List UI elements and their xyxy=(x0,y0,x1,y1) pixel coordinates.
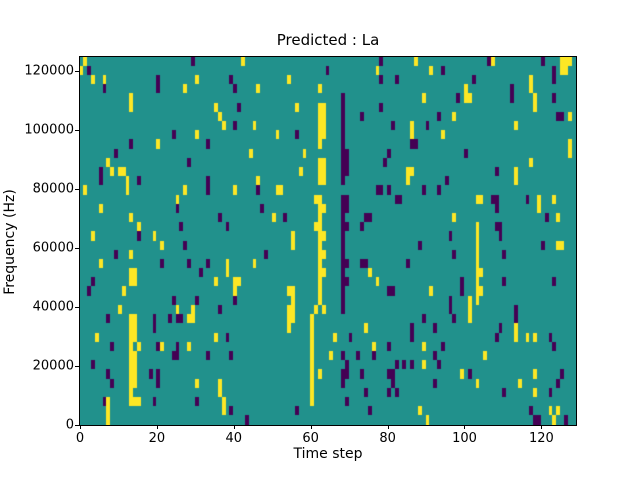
y-tick-label: 100000 xyxy=(24,122,74,138)
y-tick-label: 20000 xyxy=(32,358,74,374)
x-tick-mark xyxy=(310,425,312,429)
x-tick-label: 100 xyxy=(452,431,477,446)
chart-title: Predicted : La xyxy=(276,31,380,49)
y-tick-label: 60000 xyxy=(32,240,74,256)
x-tick-mark xyxy=(387,425,389,429)
y-tick-mark xyxy=(75,366,79,368)
y-tick-mark xyxy=(75,189,79,191)
x-tick-mark xyxy=(156,425,158,429)
x-tick-label: 120 xyxy=(528,431,554,446)
x-tick-mark xyxy=(464,425,466,429)
x-tick-label: 80 xyxy=(379,431,396,446)
y-tick-label: 40000 xyxy=(32,299,74,315)
y-tick-label: 120000 xyxy=(24,63,74,79)
x-tick-mark xyxy=(541,425,543,429)
x-axis-label: Time step xyxy=(293,446,363,462)
y-tick-mark xyxy=(75,307,79,309)
y-tick-mark xyxy=(75,71,79,73)
plot-area xyxy=(79,56,577,426)
y-tick-label: 0 xyxy=(65,417,74,433)
y-tick-mark xyxy=(75,248,79,250)
x-tick-label: 40 xyxy=(225,431,243,446)
y-tick-mark xyxy=(75,425,79,426)
x-tick-label: 20 xyxy=(148,431,166,446)
x-tick-label: 0 xyxy=(75,431,85,446)
y-tick-label: 80000 xyxy=(32,181,74,197)
x-tick-mark xyxy=(80,425,81,429)
x-tick-label: 60 xyxy=(302,431,319,446)
x-tick-mark xyxy=(233,425,235,429)
y-tick-mark xyxy=(75,130,79,132)
heatmap-canvas xyxy=(80,57,576,425)
